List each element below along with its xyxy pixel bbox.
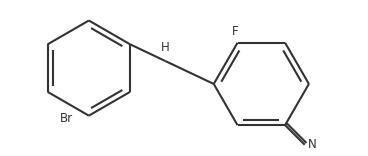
Text: F: F — [232, 25, 239, 38]
Text: H: H — [161, 41, 170, 54]
Text: Br: Br — [60, 112, 73, 125]
Text: N: N — [308, 138, 316, 151]
